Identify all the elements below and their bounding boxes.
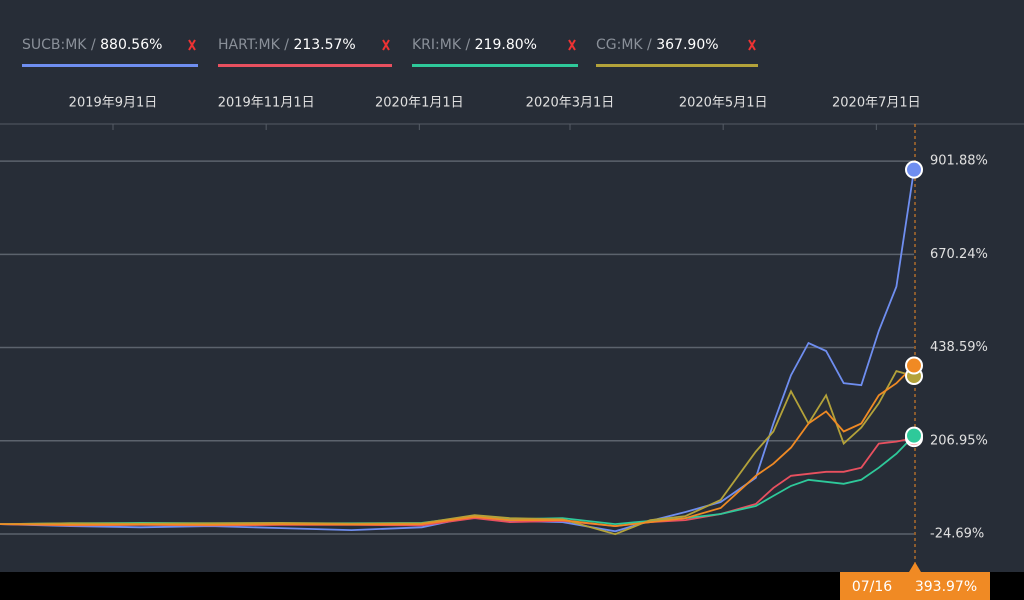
close-button[interactable]: [748, 39, 756, 51]
x-tick-label: 2019年11月1日: [218, 96, 315, 111]
line: [0, 169, 915, 533]
close-icon: [748, 39, 756, 51]
legend-item[interactable]: HART:MK / 213.57%: [218, 37, 392, 67]
legend-item[interactable]: SUCB:MK / 880.56%: [22, 37, 198, 67]
close-icon: [188, 39, 196, 51]
close-icon: [568, 39, 576, 51]
close-button[interactable]: [188, 39, 196, 51]
legend-label: HART:MK / 213.57%: [218, 37, 356, 53]
y-tick-label: -24.69%: [930, 527, 984, 542]
y-tick-label: 438.59%: [930, 340, 988, 355]
x-tick-label: 2020年7月1日: [832, 96, 921, 111]
legend-label: KRI:MK / 219.80%: [412, 37, 537, 53]
legend-label: CG:MK / 367.90%: [596, 37, 719, 53]
y-tick-label: 206.95%: [930, 433, 988, 448]
close-icon: [382, 39, 390, 51]
legend-label: SUCB:MK / 880.56%: [22, 37, 162, 53]
legend-underline: [596, 64, 758, 67]
line: [0, 364, 915, 528]
crosshair-tag: [840, 572, 990, 600]
x-tick-label: 2020年1月1日: [375, 96, 464, 111]
close-button[interactable]: [568, 39, 576, 51]
crosshair-value: 393.97%: [915, 579, 977, 595]
x-tick-label: 2019年9月1日: [69, 96, 158, 111]
y-tick-label: 670.24%: [930, 247, 988, 262]
legend-name: SUCB:MK: [22, 37, 87, 53]
legend-value: 213.57%: [293, 37, 355, 53]
legend-name: CG:MK: [596, 37, 643, 53]
x-tick-label: 2020年5月1日: [679, 96, 768, 111]
legend-value: 219.80%: [475, 37, 537, 53]
end-marker: [905, 160, 923, 179]
legend-underline: [22, 64, 198, 67]
legend-underline: [218, 64, 392, 67]
legend-name: KRI:MK: [412, 37, 462, 53]
legend-name: HART:MK: [218, 37, 281, 53]
x-tick-label: 2020年3月1日: [526, 96, 615, 111]
line: [0, 370, 915, 536]
close-button[interactable]: [382, 39, 390, 51]
legend-value: 367.90%: [656, 37, 718, 53]
end-marker: [905, 356, 923, 375]
legend-item[interactable]: CG:MK / 367.90%: [596, 37, 758, 67]
legend-item[interactable]: KRI:MK / 219.80%: [412, 37, 578, 67]
legend-underline: [412, 64, 578, 67]
crosshair-pointer: [909, 562, 921, 572]
end-marker: [905, 426, 923, 445]
y-tick-label: 901.88%: [930, 154, 988, 169]
legend-value: 880.56%: [100, 37, 162, 53]
crosshair-date: 07/16: [852, 579, 892, 595]
